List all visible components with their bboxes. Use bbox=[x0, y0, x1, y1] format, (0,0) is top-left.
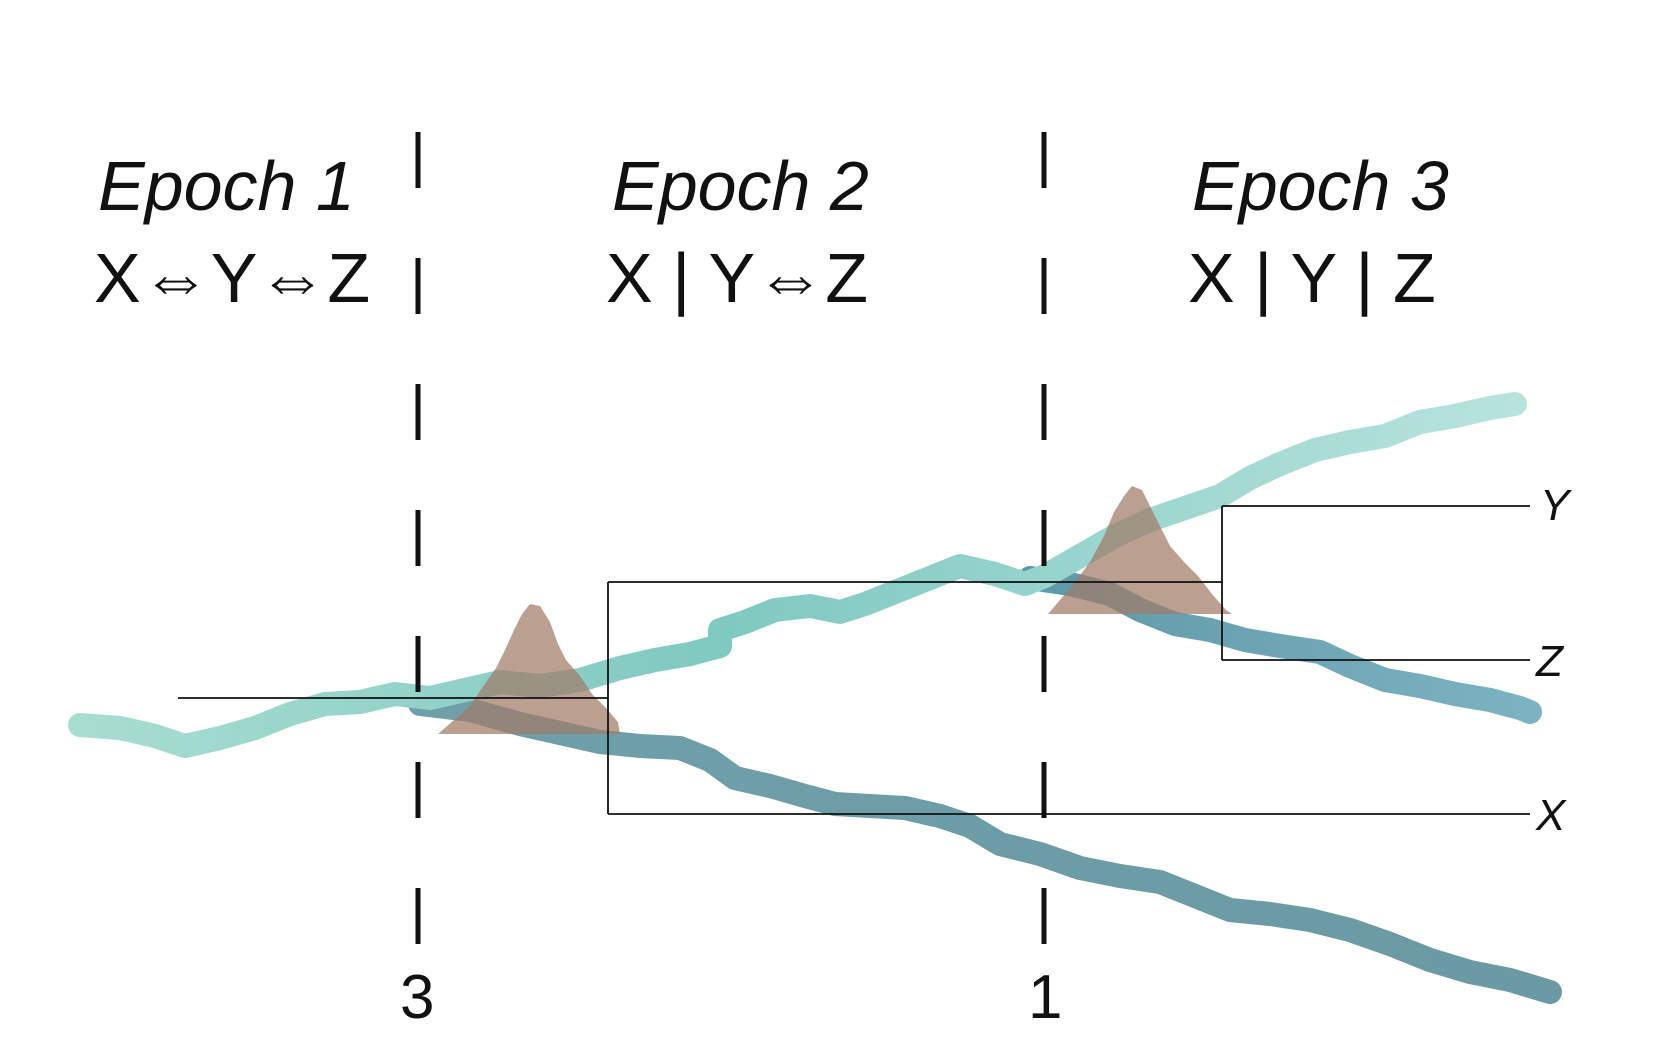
epoch-2-relation: X | Y⇔Z bbox=[606, 239, 868, 317]
epoch-3-title: Epoch 3 bbox=[1192, 147, 1449, 225]
epoch-labels: Epoch 1 X⇔Y⇔Z Epoch 2 X | Y⇔Z Epoch 3 X … bbox=[94, 147, 1449, 317]
epoch-2-title: Epoch 2 bbox=[612, 147, 869, 225]
lineage-x-trajectory bbox=[408, 692, 1562, 1004]
species-tree bbox=[178, 505, 1530, 815]
time-labels: 3 1 bbox=[400, 963, 1062, 1032]
tip-label-z: Z bbox=[1535, 637, 1565, 686]
epoch-1-title: Epoch 1 bbox=[98, 147, 355, 225]
tip-label-y: Y bbox=[1540, 481, 1572, 530]
tip-label-x: X bbox=[1535, 791, 1567, 840]
boundary-time-label-3: 3 bbox=[400, 963, 434, 1032]
density-peak-epoch2 bbox=[438, 604, 620, 734]
lineage-y-trajectory bbox=[68, 392, 1527, 758]
epoch-3-relation: X | Y | Z bbox=[1188, 239, 1436, 317]
epoch-1-relation: X⇔Y⇔Z bbox=[94, 239, 370, 317]
tip-labels: Y Z X bbox=[1535, 481, 1572, 840]
epoch-boundaries bbox=[415, 132, 1047, 990]
boundary-time-label-1: 1 bbox=[1028, 963, 1062, 1032]
